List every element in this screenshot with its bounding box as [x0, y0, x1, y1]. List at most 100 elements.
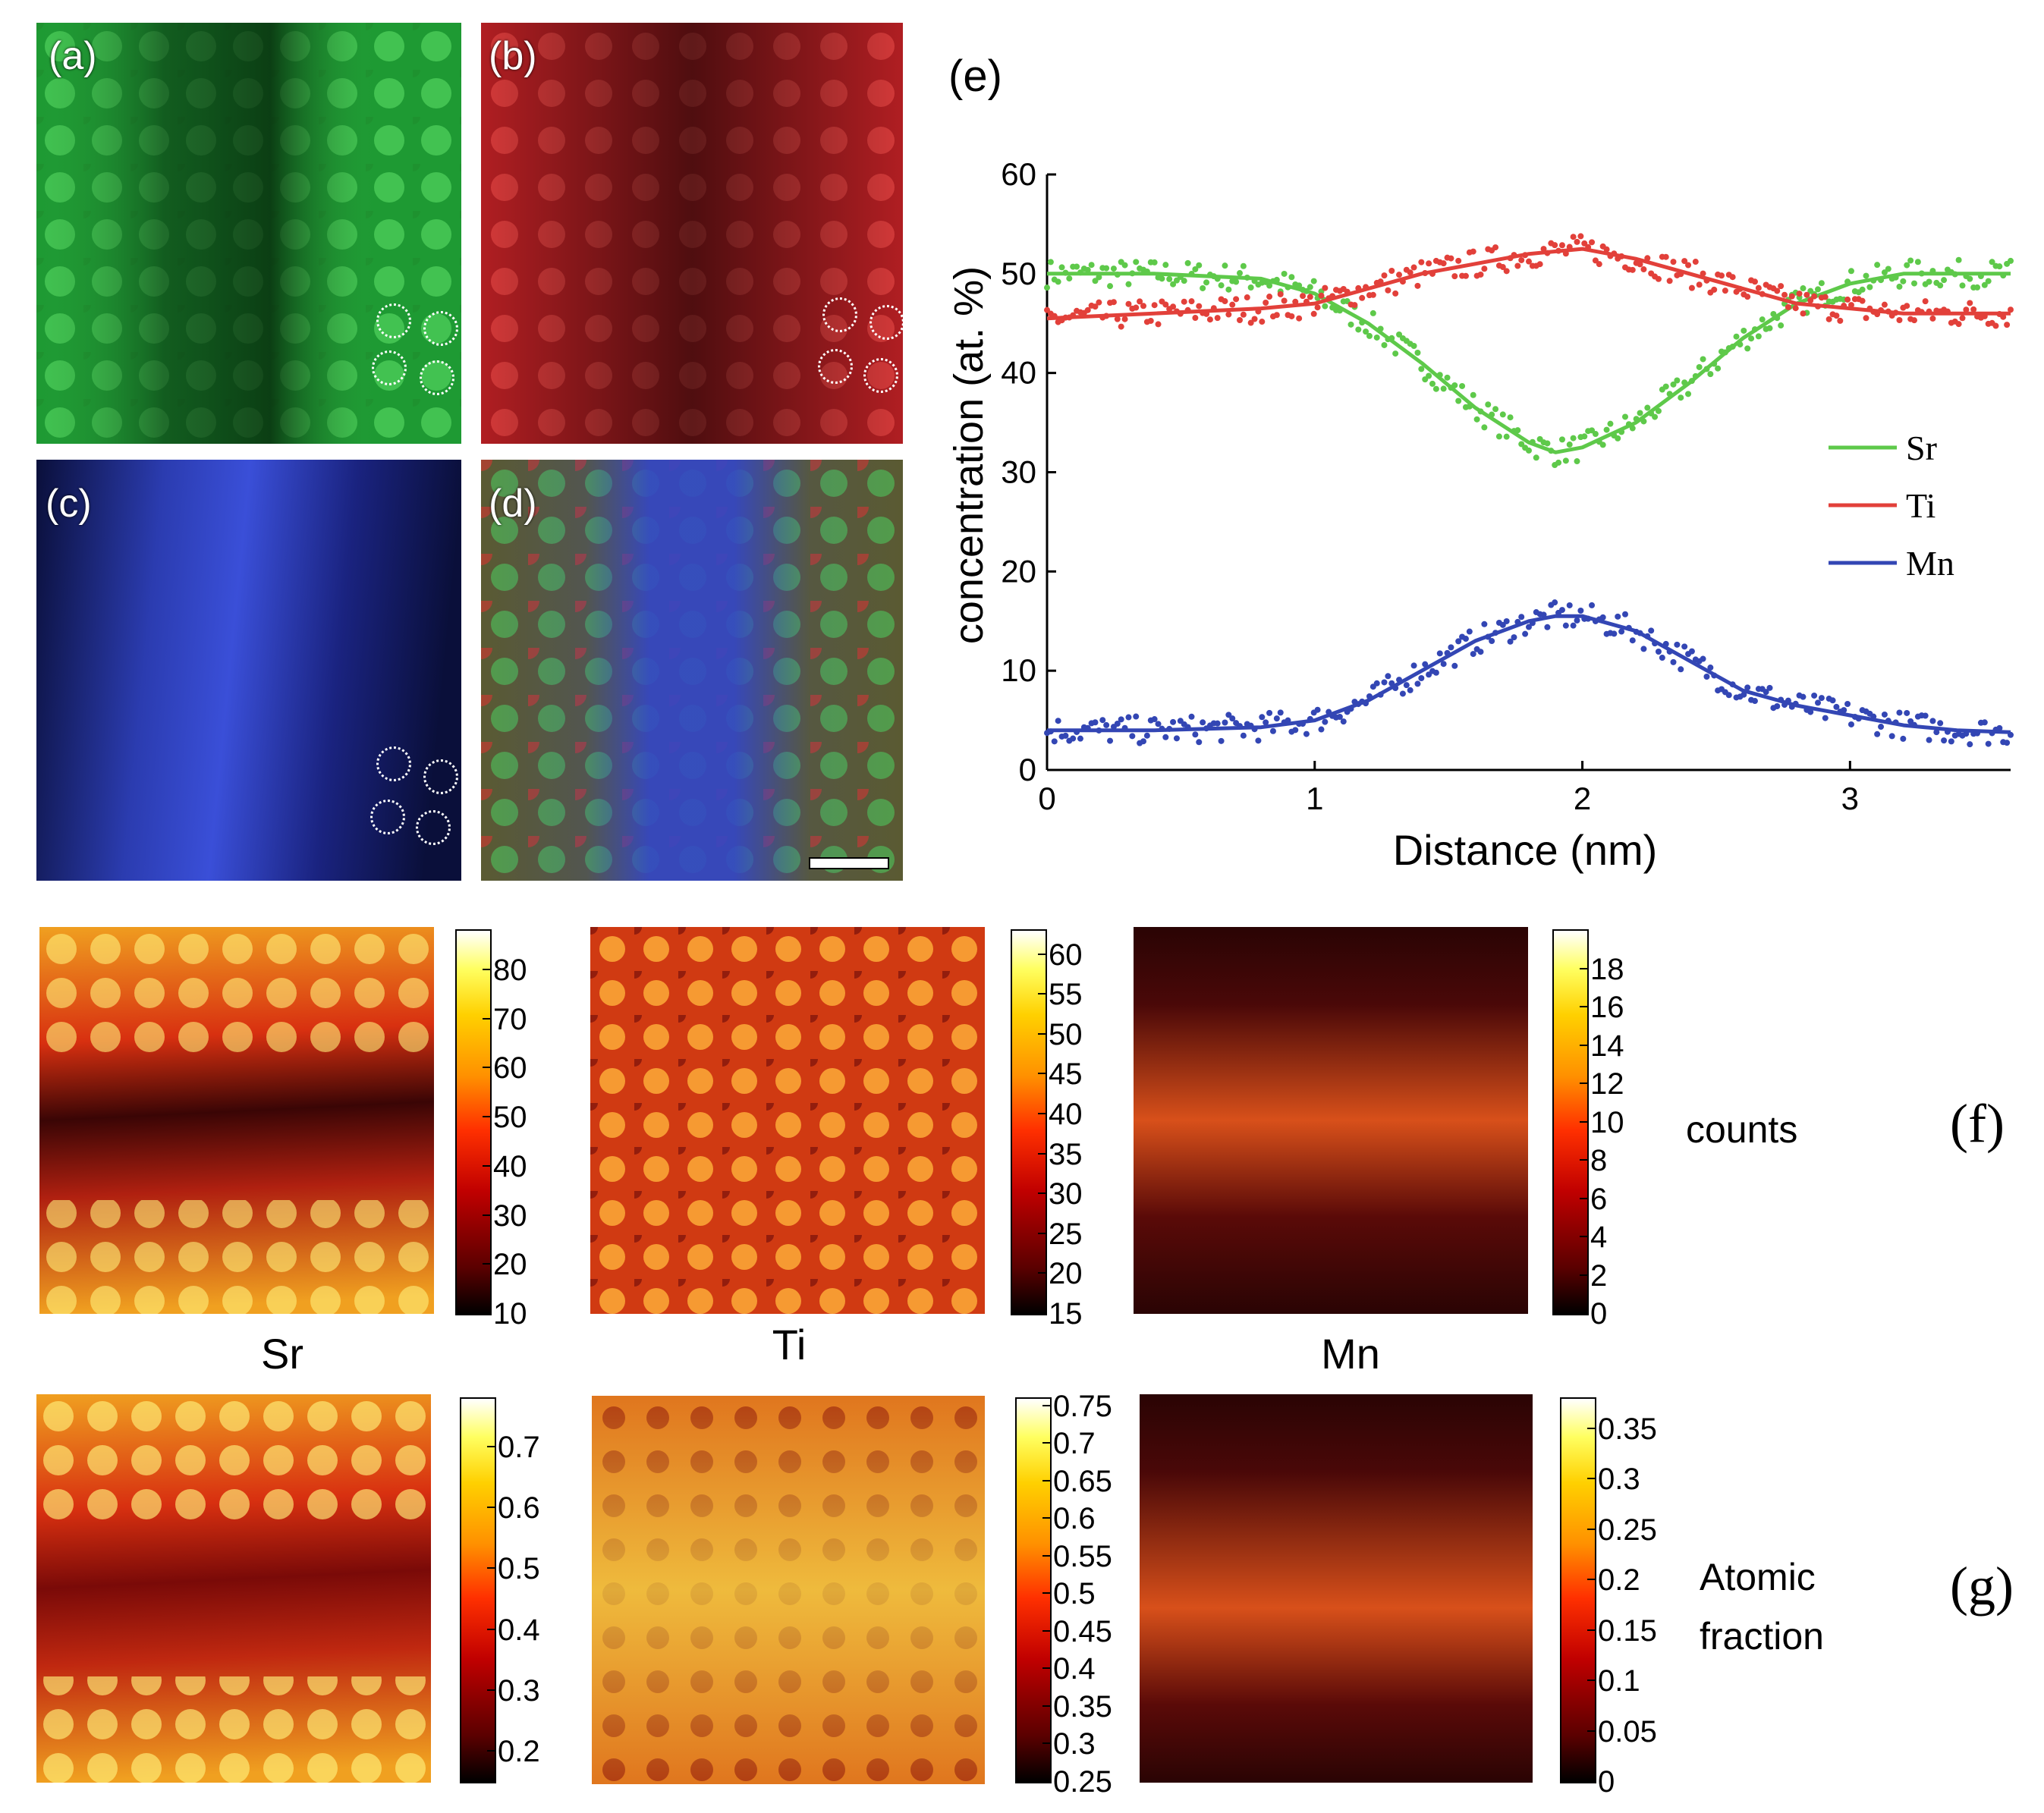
data-point-ti: [1603, 246, 1610, 253]
data-point-sr: [1110, 266, 1117, 272]
colorbar-tick-label: 0.7: [498, 1431, 540, 1465]
data-point-sr: [1570, 435, 1577, 441]
data-point-mn: [1822, 715, 1829, 721]
data-point-ti: [1263, 300, 1269, 306]
data-point-sr: [1055, 278, 1061, 285]
data-point-sr: [1159, 275, 1165, 282]
series-line-ti: [1046, 247, 2011, 321]
data-point-ti: [1692, 259, 1699, 266]
data-point-ti: [1170, 303, 1177, 310]
data-point-mn: [1948, 738, 1954, 745]
data-point-sr: [1373, 334, 1380, 341]
data-point-sr: [1670, 381, 1677, 388]
data-point-ti: [1206, 316, 1213, 323]
data-point-mn: [1170, 718, 1177, 725]
colorbar-tick-label: 0.25: [1598, 1513, 1657, 1547]
data-point-mn: [1503, 617, 1510, 624]
panel-label-d: (d): [489, 482, 537, 526]
colorbar-tick-label: 0.65: [1053, 1464, 1112, 1498]
colorbar-tick-label: 0.35: [1598, 1412, 1657, 1446]
data-point-mn: [1878, 724, 1885, 731]
data-point-ti: [1822, 294, 1829, 300]
data-point-ti: [1719, 272, 1725, 279]
data-point-ti: [1574, 238, 1580, 245]
data-point-mn: [1659, 655, 1665, 661]
data-point-mn: [1688, 648, 1695, 655]
data-point-mn: [1618, 628, 1625, 635]
data-point-sr: [1674, 377, 1681, 384]
colorbar-tick-mark: [487, 1749, 495, 1752]
map-d-pattern: [481, 460, 903, 881]
colorbar-g-sr: [460, 1397, 496, 1783]
colorbar-tick-label: 70: [493, 1002, 527, 1036]
data-point-mn: [1981, 719, 1988, 726]
panel-label-g: (g): [1950, 1556, 2014, 1617]
data-point-sr: [1696, 363, 1703, 370]
data-point-ti: [1833, 313, 1840, 319]
data-point-ti: [1351, 302, 1358, 309]
data-point-ti: [1796, 291, 1803, 297]
colorbar-tick-label: 0.45: [1053, 1614, 1112, 1648]
data-point-sr: [1562, 457, 1569, 464]
data-point-mn: [1562, 622, 1569, 629]
data-point-sr: [1622, 413, 1628, 420]
data-point-mn: [1318, 726, 1325, 733]
data-point-ti: [1629, 266, 1636, 273]
data-point-sr: [1526, 447, 1532, 454]
data-point-ti: [1955, 321, 1962, 328]
data-point-ti: [1492, 244, 1499, 251]
data-point-sr: [1481, 424, 1488, 431]
colorbar-tick-label: 30: [1049, 1177, 1083, 1211]
data-point-mn: [1455, 638, 1462, 645]
colorbar-tick-label: 10: [493, 1297, 527, 1331]
colorbar-tick-mark: [1042, 1442, 1050, 1444]
data-point-ti: [1314, 304, 1321, 311]
data-point-mn: [1629, 637, 1636, 644]
data-point-mn: [1477, 649, 1484, 655]
data-point-mn: [1062, 732, 1069, 739]
data-point-mn: [1615, 613, 1621, 620]
colorbar-tick-label: 0.15: [1598, 1613, 1657, 1648]
data-point-sr: [1907, 257, 1914, 264]
data-point-ti: [1655, 275, 1662, 282]
colorbar-tick-mark: [1587, 1629, 1595, 1631]
map-b-ti: (b): [481, 23, 903, 444]
colorbar-tick-label: 0.5: [498, 1552, 540, 1586]
data-point-mn: [1462, 636, 1469, 643]
legend-label-mn: Mn: [1906, 544, 1954, 583]
map-c-mn: (c): [36, 460, 461, 881]
colorbar-tick-label: 4: [1590, 1221, 1608, 1254]
colorbar-tick-label: 0.4: [1053, 1652, 1096, 1686]
colorbar-tick-mark: [1042, 1517, 1050, 1519]
data-point-sr: [1818, 280, 1825, 287]
colorbar-tick-label: 0.3: [1598, 1463, 1640, 1497]
data-point-sr: [1507, 414, 1514, 421]
data-point-mn: [1373, 680, 1380, 687]
data-point-ti: [1133, 304, 1140, 311]
data-point-mn: [1774, 703, 1781, 710]
x-tick-label: 3: [1841, 781, 1859, 816]
data-point-mn: [1499, 621, 1506, 628]
y-tick-label: 40: [1001, 355, 1036, 391]
data-point-ti: [2000, 313, 2007, 320]
data-point-sr: [1218, 282, 1225, 289]
colorbar-tick-mark: [1587, 1478, 1595, 1480]
data-point-sr: [1392, 350, 1399, 357]
series-line-mn: [1047, 614, 2011, 734]
data-point-ti: [1273, 312, 1280, 319]
data-point-sr: [1096, 274, 1102, 281]
data-point-mn: [1674, 641, 1681, 648]
data-point-ti: [1781, 291, 1788, 298]
data-point-mn: [1904, 709, 1910, 716]
scale-bar: [809, 857, 889, 869]
colorbar-tick-label: 0.55: [1053, 1539, 1112, 1573]
data-point-mn: [1222, 719, 1228, 726]
data-point-ti: [1863, 315, 1869, 322]
data-point-ti: [1307, 294, 1313, 300]
colorbar-tick-mark: [1580, 1006, 1587, 1007]
data-point-ti: [1214, 315, 1221, 322]
colorbar-tick-mark: [483, 968, 490, 970]
atom-circle: [822, 297, 857, 332]
data-point-mn: [1196, 739, 1203, 746]
data-point-ti: [1778, 283, 1785, 290]
